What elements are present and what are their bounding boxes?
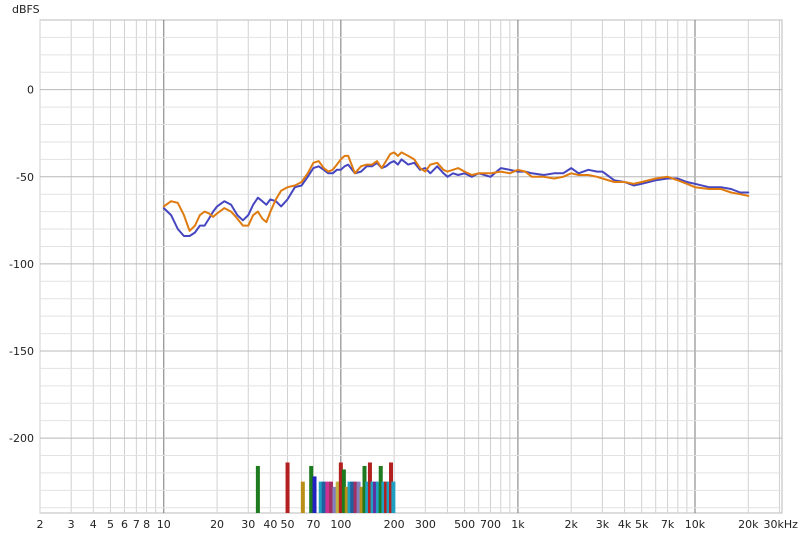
- x-tick-label: 5: [107, 518, 114, 531]
- bar-marker: [312, 476, 317, 513]
- x-tick-label: 3: [68, 518, 75, 531]
- x-tick-label: 8: [143, 518, 150, 531]
- x-tick-label: 500: [454, 518, 475, 531]
- bar-marker: [356, 481, 361, 513]
- x-tick-label: 30kHz: [763, 518, 798, 531]
- x-tick-label: 2: [37, 518, 44, 531]
- bar-marker: [375, 481, 380, 513]
- y-tick-label: -200: [9, 432, 34, 445]
- bar-marker: [341, 469, 346, 513]
- bar-marker: [332, 486, 337, 513]
- x-tick-label: 7k: [661, 518, 675, 531]
- bar-marker: [338, 462, 343, 513]
- bar-marker: [370, 481, 375, 513]
- x-tick-label: 3k: [596, 518, 610, 531]
- x-tick-label: 1k: [511, 518, 525, 531]
- x-tick-label: 40: [263, 518, 277, 531]
- x-tick-label: 70: [306, 518, 320, 531]
- bar-marker: [373, 481, 378, 513]
- y-tick-labels: 0 -50 -100 -150 -200: [9, 84, 34, 445]
- x-tick-label: 100: [330, 518, 351, 531]
- bar-marker: [384, 481, 389, 513]
- x-tick-label: 300: [415, 518, 436, 531]
- bar-marker: [285, 462, 290, 513]
- x-tick-label: 20k: [738, 518, 759, 531]
- bar-marker: [362, 465, 367, 513]
- bar-marker: [309, 465, 314, 513]
- bar-marker: [365, 481, 370, 513]
- bar-marker: [386, 481, 391, 513]
- series-line-1: [162, 158, 750, 237]
- bar-marker: [255, 465, 260, 513]
- x-tick-label: 30: [241, 518, 255, 531]
- bar-marker: [335, 481, 340, 513]
- plot-background: [39, 19, 783, 514]
- bar-marker: [347, 481, 352, 513]
- y-tick-label: -50: [16, 171, 34, 184]
- x-tick-label: 200: [384, 518, 405, 531]
- y-tick-label: -100: [9, 258, 34, 271]
- bar-marker: [344, 486, 349, 513]
- bar-marker: [325, 481, 330, 513]
- bar-marker: [350, 481, 355, 513]
- x-tick-label: 20: [210, 518, 224, 531]
- x-tick-label: 6: [121, 518, 128, 531]
- x-tick-label: 700: [480, 518, 501, 531]
- x-tick-label: 4: [90, 518, 97, 531]
- bar-markers: [255, 462, 396, 513]
- x-tick-label: 50: [281, 518, 295, 531]
- series-lines: [162, 151, 750, 237]
- bar-marker: [329, 481, 334, 513]
- y-tick-label: 0: [27, 84, 34, 97]
- y-tick-label: -150: [9, 345, 34, 358]
- y-axis-unit-label: dBFS: [12, 3, 40, 16]
- x-tick-label: 10k: [685, 518, 706, 531]
- x-tick-label: 10: [157, 518, 171, 531]
- series-line-2: [162, 151, 750, 232]
- bar-marker: [318, 481, 323, 513]
- bar-marker: [300, 481, 305, 513]
- bar-marker: [381, 481, 386, 513]
- bar-marker: [389, 462, 394, 513]
- x-tick-label: 7: [133, 518, 140, 531]
- bar-marker: [353, 481, 358, 513]
- bar-marker: [391, 481, 396, 513]
- bar-marker: [367, 462, 372, 513]
- bar-marker: [378, 465, 383, 513]
- x-tick-label: 4k: [618, 518, 632, 531]
- x-tick-labels: 2 3 4 5 6 7 8 10 20 30 40 50 70 100 200 300 500 700 1k 2k 3k…: [37, 518, 799, 531]
- bar-marker: [321, 481, 326, 513]
- grid: [39, 20, 782, 513]
- bar-marker: [359, 486, 364, 513]
- x-tick-label: 5k: [635, 518, 649, 531]
- x-tick-label: 2k: [565, 518, 579, 531]
